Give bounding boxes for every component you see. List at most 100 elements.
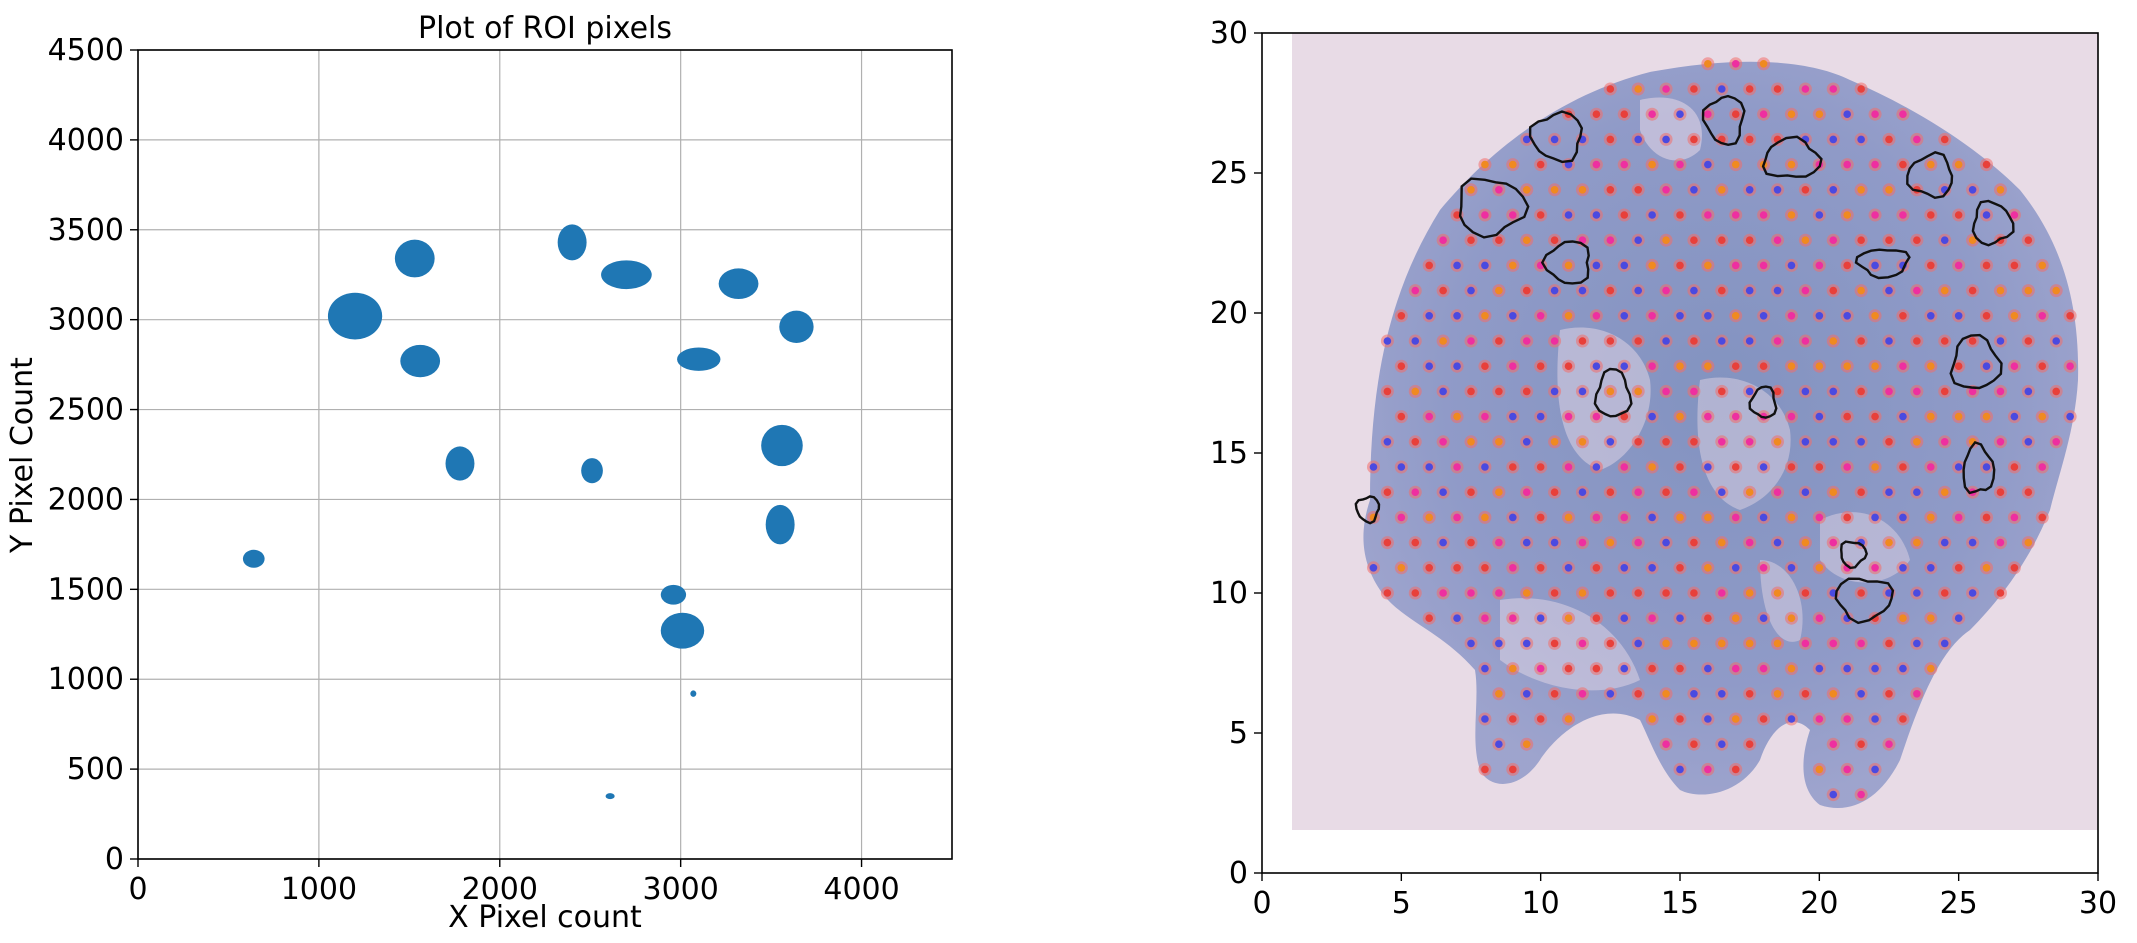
capture-spot <box>1439 538 1447 547</box>
capture-spot <box>1509 412 1517 421</box>
capture-spot <box>1578 639 1587 648</box>
capture-spot <box>1787 412 1796 421</box>
capture-spot <box>1731 564 1740 572</box>
capture-spot <box>1745 186 1754 194</box>
capture-spot <box>1704 110 1712 118</box>
capture-spot <box>1704 412 1712 421</box>
capture-spot <box>1871 715 1879 723</box>
roi-pixel-region <box>718 268 759 299</box>
capture-spot <box>1885 236 1893 244</box>
capture-spot <box>1564 412 1573 421</box>
roi-pixel-region <box>605 793 615 800</box>
capture-spot <box>1759 60 1768 68</box>
capture-spot <box>1982 463 1991 471</box>
capture-spot <box>1759 614 1768 622</box>
capture-spot <box>1982 362 1991 371</box>
capture-spot <box>1592 261 1601 270</box>
capture-spot <box>1871 211 1879 219</box>
capture-spot <box>1467 387 1475 396</box>
capture-spot <box>1662 488 1670 497</box>
capture-spot <box>1536 362 1545 371</box>
capture-spot <box>1578 337 1587 345</box>
capture-spot <box>1857 690 1865 698</box>
capture-spot <box>1731 211 1740 219</box>
capture-spot <box>1676 463 1684 471</box>
capture-spot <box>1745 438 1754 446</box>
capture-spot <box>2024 538 2033 547</box>
capture-spot <box>1676 312 1684 320</box>
capture-spot <box>1676 564 1684 572</box>
capture-spot <box>1509 513 1517 522</box>
capture-spot <box>1996 337 2005 345</box>
capture-spot <box>1885 639 1893 648</box>
capture-spot <box>1843 110 1851 118</box>
capture-spot <box>1843 261 1851 270</box>
capture-spot <box>1968 337 1977 345</box>
capture-spot <box>1467 488 1475 497</box>
capture-spot <box>1383 488 1392 497</box>
capture-spot <box>1718 589 1726 597</box>
capture-spot <box>1453 261 1461 270</box>
capture-spot <box>1982 513 1991 522</box>
capture-spot <box>1913 690 1921 698</box>
capture-spot <box>1899 614 1907 622</box>
capture-spot <box>1718 286 1726 295</box>
capture-spot <box>1843 211 1851 219</box>
capture-spot <box>1940 286 1949 295</box>
capture-spot <box>1913 286 1921 295</box>
roi-outline <box>1839 540 1868 570</box>
capture-spot <box>1550 135 1559 144</box>
left-y-tick-label: 2500 <box>48 393 124 428</box>
capture-spot <box>1759 715 1768 723</box>
capture-spot <box>1927 362 1935 371</box>
capture-spot <box>1550 538 1559 547</box>
capture-spot <box>1481 362 1489 371</box>
capture-spot <box>1829 236 1838 244</box>
capture-spot <box>1787 664 1796 673</box>
capture-spot <box>1662 740 1670 748</box>
capture-spot <box>1536 412 1545 421</box>
capture-spot <box>1745 589 1754 597</box>
capture-spot <box>1787 110 1796 118</box>
capture-spot <box>1509 564 1517 572</box>
capture-spot <box>2010 261 2019 270</box>
capture-spot <box>1467 286 1475 295</box>
capture-spot <box>1578 438 1587 446</box>
capture-spot <box>2038 312 2047 320</box>
capture-spot <box>1634 135 1642 144</box>
left-y-tick-label: 4500 <box>48 33 124 68</box>
capture-spot <box>1801 438 1810 446</box>
capture-spot <box>1759 110 1768 118</box>
capture-spot <box>1704 564 1712 572</box>
capture-spot <box>1620 160 1629 169</box>
capture-spot <box>1829 690 1838 698</box>
capture-spot <box>1913 488 1921 497</box>
capture-spot <box>2038 463 2047 471</box>
capture-spot <box>1620 664 1629 673</box>
capture-spot <box>1634 387 1642 396</box>
capture-spot <box>1704 160 1712 169</box>
capture-spot <box>1745 236 1754 244</box>
capture-spot <box>1495 186 1503 194</box>
capture-spot <box>1676 513 1684 522</box>
capture-spot <box>1885 690 1893 698</box>
capture-spot <box>1648 614 1656 622</box>
capture-spot <box>1801 186 1810 194</box>
capture-spot <box>1954 564 1963 572</box>
left-y-tick-label: 4000 <box>48 123 124 158</box>
capture-spot <box>1968 236 1977 244</box>
capture-spot <box>1954 614 1963 622</box>
capture-spot <box>1704 614 1712 622</box>
capture-spot <box>1495 286 1503 295</box>
capture-spot <box>1467 236 1475 244</box>
capture-spot <box>1397 362 1406 371</box>
right-x-tick-label: 5 <box>1392 886 1411 921</box>
capture-spot <box>1940 387 1949 396</box>
capture-spot <box>1829 438 1838 446</box>
capture-spot <box>1801 387 1810 396</box>
capture-spot <box>1662 135 1670 144</box>
capture-spot <box>1634 639 1642 648</box>
capture-spot <box>1857 186 1865 194</box>
capture-spot <box>1634 690 1642 698</box>
